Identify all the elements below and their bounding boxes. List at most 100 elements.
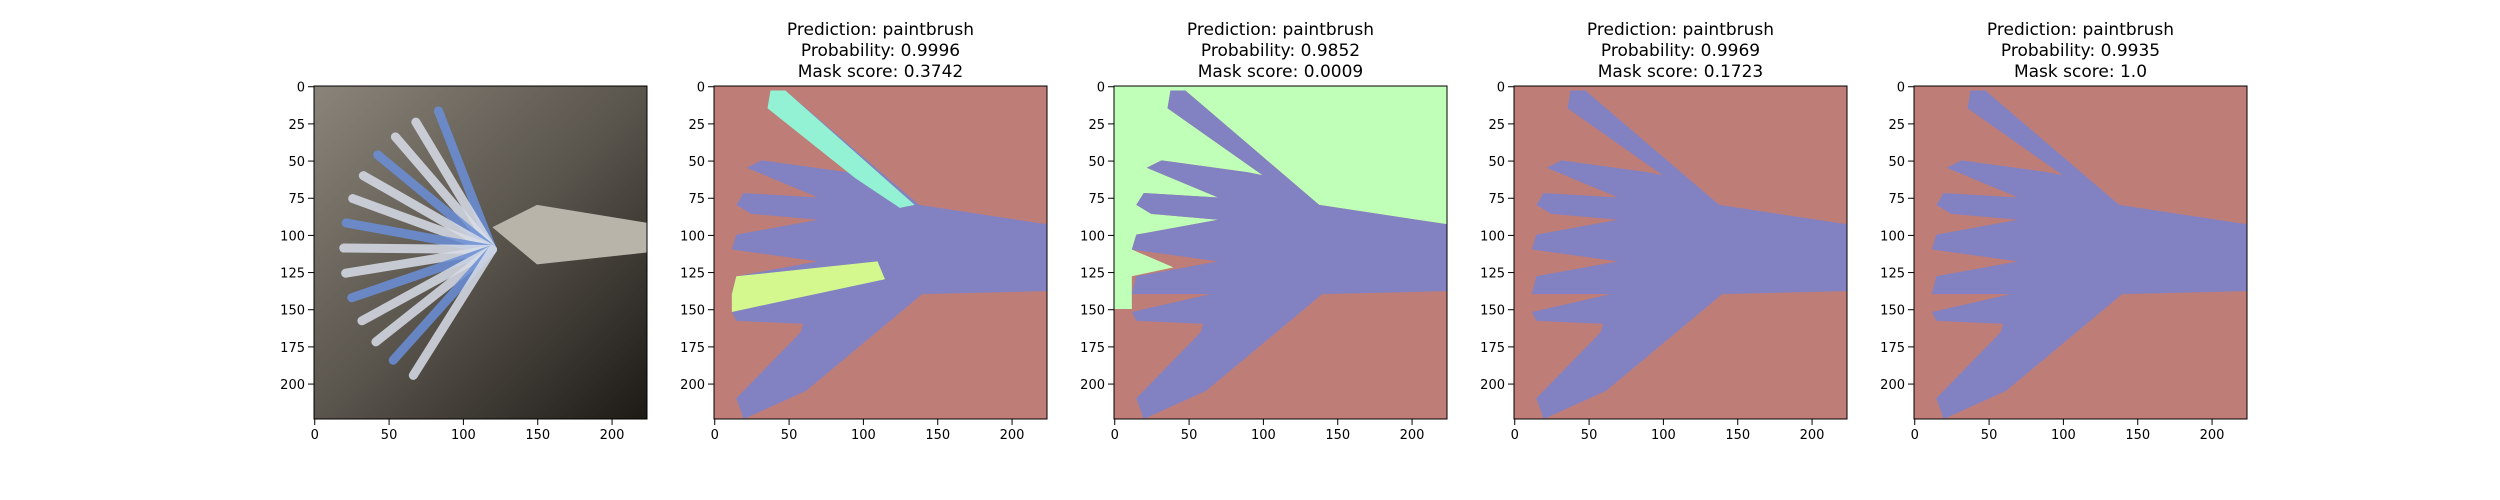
y-tick-label: 200 <box>1080 378 1105 393</box>
panel-title: Mask score: 0.1723 <box>1598 62 1763 82</box>
x-tick-label: 150 <box>1325 428 1350 443</box>
y-tick-label: 75 <box>1888 192 1905 207</box>
panel-title: Probability: 0.9852 <box>1201 41 1360 61</box>
mask-region <box>767 90 915 208</box>
panel-title: Mask score: 0.3742 <box>798 62 963 82</box>
panel-title: Probability: 0.9969 <box>1601 41 1760 61</box>
x-tick-label: 200 <box>2200 428 2225 443</box>
x-tick-label: 150 <box>2125 428 2150 443</box>
y-tick-label: 150 <box>1080 304 1105 319</box>
x-tick-label: 50 <box>1181 428 1198 443</box>
y-tick-label: 75 <box>1088 192 1105 207</box>
x-tick-label: 0 <box>1511 428 1519 443</box>
y-tick-label: 100 <box>1080 229 1105 244</box>
y-tick-label: 0 <box>1097 81 1105 96</box>
panel-title: Probability: 0.9935 <box>2001 41 2160 61</box>
y-tick-label: 175 <box>1480 341 1505 356</box>
mask-region <box>1114 86 1447 309</box>
x-tick-label: 50 <box>781 428 798 443</box>
y-tick-label: 100 <box>1480 229 1505 244</box>
y-tick-label: 0 <box>1897 81 1905 96</box>
y-tick-label: 50 <box>1488 155 1505 170</box>
panel-title: Prediction: paintbrush <box>1587 20 1774 40</box>
y-tick-label: 200 <box>680 378 705 393</box>
panel-title: Prediction: paintbrush <box>787 20 974 40</box>
y-tick-label: 100 <box>1880 229 1905 244</box>
y-tick-label: 125 <box>680 267 705 282</box>
axes-frame <box>1113 85 1448 420</box>
y-tick-label: 25 <box>288 118 305 133</box>
y-tick-label: 0 <box>697 81 705 96</box>
x-tick-label: 200 <box>600 428 625 443</box>
y-tick-label: 150 <box>1480 304 1505 319</box>
panel-title: Prediction: paintbrush <box>1187 20 1374 40</box>
x-tick-label: 150 <box>925 428 950 443</box>
panel-title: Prediction: paintbrush <box>1987 20 2174 40</box>
x-tick-label: 150 <box>1725 428 1750 443</box>
y-tick-label: 125 <box>1880 267 1905 282</box>
y-tick-label: 50 <box>1888 155 1905 170</box>
mask-region <box>731 261 885 312</box>
x-tick-label: 0 <box>711 428 719 443</box>
panel-title: Probability: 0.9996 <box>801 41 960 61</box>
y-tick-label: 125 <box>1480 267 1505 282</box>
image <box>314 86 647 419</box>
x-tick-label: 50 <box>1981 428 1998 443</box>
panel-title: Mask score: 1.0 <box>2014 62 2147 82</box>
x-tick-label: 200 <box>1800 428 1825 443</box>
y-tick-label: 200 <box>280 378 305 393</box>
y-tick-label: 75 <box>688 192 705 207</box>
x-tick-label: 0 <box>1111 428 1119 443</box>
axes-frame <box>1513 85 1848 420</box>
x-tick-label: 100 <box>2051 428 2076 443</box>
panel-title: Mask score: 0.0009 <box>1198 62 1363 82</box>
y-tick-label: 0 <box>1497 81 1505 96</box>
x-tick-label: 200 <box>1400 428 1425 443</box>
image <box>1914 86 2247 419</box>
x-tick-label: 100 <box>451 428 476 443</box>
image <box>1514 86 1847 419</box>
y-tick-label: 50 <box>1088 155 1105 170</box>
y-tick-label: 100 <box>680 229 705 244</box>
y-tick-label: 50 <box>288 155 305 170</box>
y-tick-label: 75 <box>288 192 305 207</box>
mask-region <box>1931 90 2247 419</box>
x-tick-label: 0 <box>1911 428 1919 443</box>
x-tick-label: 100 <box>1651 428 1676 443</box>
axes-frame <box>313 85 648 420</box>
y-tick-label: 175 <box>1880 341 1905 356</box>
x-tick-label: 0 <box>311 428 319 443</box>
x-tick-label: 50 <box>1581 428 1598 443</box>
y-tick-label: 200 <box>1880 378 1905 393</box>
brush-handle <box>492 204 647 265</box>
y-tick-label: 25 <box>1488 118 1505 133</box>
x-tick-label: 150 <box>525 428 550 443</box>
y-tick-label: 150 <box>280 304 305 319</box>
x-tick-label: 100 <box>851 428 876 443</box>
y-tick-label: 175 <box>280 341 305 356</box>
image <box>714 86 1047 419</box>
axes-frame <box>713 85 1048 420</box>
y-tick-label: 25 <box>688 118 705 133</box>
x-tick-label: 100 <box>1251 428 1276 443</box>
y-tick-label: 125 <box>1080 267 1105 282</box>
y-tick-label: 25 <box>1888 118 1905 133</box>
y-tick-label: 25 <box>1088 118 1105 133</box>
y-tick-label: 75 <box>1488 192 1505 207</box>
y-tick-label: 175 <box>1080 341 1105 356</box>
y-tick-label: 200 <box>1480 378 1505 393</box>
x-tick-label: 50 <box>381 428 398 443</box>
y-tick-label: 175 <box>680 341 705 356</box>
y-tick-label: 50 <box>688 155 705 170</box>
x-tick-label: 200 <box>1000 428 1025 443</box>
image <box>1114 86 1447 419</box>
y-tick-label: 150 <box>680 304 705 319</box>
mask-region <box>1131 90 1447 419</box>
axes-frame <box>1913 85 2248 420</box>
y-tick-label: 100 <box>280 229 305 244</box>
y-tick-label: 125 <box>280 267 305 282</box>
y-tick-label: 150 <box>1880 304 1905 319</box>
mask-region <box>1531 90 1847 419</box>
bristle <box>408 245 497 380</box>
